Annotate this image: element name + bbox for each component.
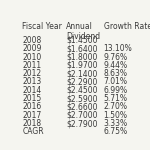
Text: 7.01%: 7.01%	[104, 78, 128, 87]
Text: 2011: 2011	[22, 61, 41, 70]
Text: 6.99%: 6.99%	[104, 86, 128, 95]
Text: $1.8000: $1.8000	[66, 52, 98, 62]
Text: 2014: 2014	[22, 86, 42, 95]
Text: CAGR: CAGR	[22, 127, 44, 136]
Text: 13.10%: 13.10%	[104, 44, 132, 53]
Text: $1.4500: $1.4500	[66, 36, 98, 45]
Text: 2017: 2017	[22, 111, 42, 120]
Text: 2018: 2018	[22, 119, 41, 128]
Text: 1.50%: 1.50%	[104, 111, 128, 120]
Text: 2012: 2012	[22, 69, 41, 78]
Text: 9.76%: 9.76%	[104, 52, 128, 62]
Text: 8.63%: 8.63%	[104, 69, 128, 78]
Text: $2.7900: $2.7900	[66, 119, 98, 128]
Text: 5.71%: 5.71%	[104, 94, 128, 103]
Text: 2016: 2016	[22, 102, 42, 111]
Text: 3.33%: 3.33%	[104, 119, 128, 128]
Text: Growth Rate: Growth Rate	[104, 22, 150, 31]
Text: 2015: 2015	[22, 94, 42, 103]
Text: $2.1400: $2.1400	[66, 69, 98, 78]
Text: $1.9700: $1.9700	[66, 61, 98, 70]
Text: $2.5900: $2.5900	[66, 94, 98, 103]
Text: $2.4500: $2.4500	[66, 86, 98, 95]
Text: 2.70%: 2.70%	[104, 102, 128, 111]
Text: Fiscal Year: Fiscal Year	[22, 22, 62, 31]
Text: $1.6400: $1.6400	[66, 44, 98, 53]
Text: 9.44%: 9.44%	[104, 61, 128, 70]
Text: 2009: 2009	[22, 44, 42, 53]
Text: $2.2900: $2.2900	[66, 78, 98, 87]
Text: 2008: 2008	[22, 36, 42, 45]
Text: 6.75%: 6.75%	[104, 127, 128, 136]
Text: $2.6600: $2.6600	[66, 102, 98, 111]
Text: Annual
Dividend: Annual Dividend	[66, 22, 100, 41]
Text: 2013: 2013	[22, 78, 42, 87]
Text: 2010: 2010	[22, 52, 42, 62]
Text: $2.7000: $2.7000	[66, 111, 98, 120]
